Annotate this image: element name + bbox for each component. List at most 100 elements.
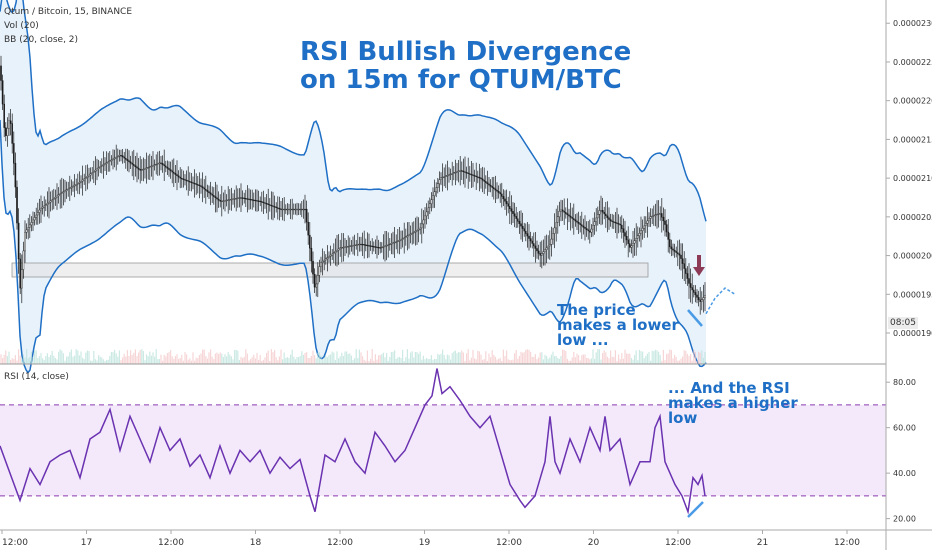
candle-body (195, 183, 198, 185)
candle-body (43, 205, 45, 208)
volume-bar (8, 351, 10, 364)
volume-bar (37, 358, 39, 364)
volume-bar (38, 356, 40, 364)
candle-body (27, 227, 30, 231)
volume-bar (256, 353, 258, 364)
candle-body (238, 197, 241, 199)
volume-bar (182, 360, 184, 364)
candle-body (464, 171, 466, 173)
down-arrow-icon (693, 255, 705, 276)
candle-body (121, 155, 124, 158)
volume-bar (114, 349, 116, 364)
candle-body (589, 230, 591, 233)
volume-bar (238, 359, 240, 364)
candle-body (4, 127, 7, 136)
volume-bar (686, 353, 688, 364)
volume-bar (98, 355, 100, 364)
candle-body (78, 182, 81, 184)
candle-body (680, 254, 682, 259)
volume-bar (536, 359, 538, 364)
volume-bar (570, 360, 572, 364)
volume-bar (50, 355, 52, 364)
candle-body (233, 198, 236, 200)
volume-bar (266, 352, 268, 364)
volume-bar (507, 359, 509, 364)
candle-body (110, 159, 113, 162)
volume-bar (491, 350, 493, 364)
candle-body (261, 201, 263, 203)
volume-bar (355, 349, 357, 364)
price-tick-label: 0.00002050 (893, 213, 932, 222)
candle-body (51, 199, 53, 202)
volume-bar (318, 352, 320, 364)
candle-body (376, 246, 378, 248)
candle-body (105, 162, 108, 164)
candle-body (179, 176, 182, 179)
candle-body (254, 199, 257, 202)
candle-body (243, 197, 246, 199)
candle-body (606, 215, 609, 218)
volume-bar (46, 353, 48, 364)
volume-bar (64, 360, 66, 364)
candle-body (473, 175, 476, 177)
candle-body (259, 200, 262, 203)
candle-body (480, 177, 482, 180)
candle-body (208, 191, 210, 194)
candle-body (155, 163, 158, 166)
volume-bar (606, 356, 608, 364)
volume-bar (538, 357, 540, 364)
candle-body (169, 169, 172, 172)
candle-body (697, 297, 700, 301)
volume-bar (442, 349, 444, 364)
candle-body (49, 200, 52, 203)
volume-bar (91, 360, 93, 364)
volume-bar (635, 350, 637, 364)
bollinger-band-fill (0, 0, 706, 373)
volume-bar (189, 358, 191, 364)
candle-body (124, 157, 127, 160)
volume-bar (194, 360, 196, 364)
volume-bar (525, 349, 527, 364)
candle-body (545, 247, 548, 250)
volume-bar (565, 351, 567, 364)
candle-body (478, 177, 481, 179)
volume-bar (2, 358, 4, 364)
volume-bar (523, 352, 525, 364)
volume-bar (171, 356, 173, 364)
volume-bar (698, 351, 700, 364)
price-tick-label: 0.00002000 (893, 252, 932, 261)
volume-bar (688, 355, 690, 364)
candle-body (617, 223, 620, 225)
candle-body (176, 174, 178, 177)
candle-body (406, 235, 409, 237)
time-tick-label: 18 (250, 538, 262, 548)
candle-body (163, 164, 166, 167)
volume-bar (616, 360, 618, 364)
volume-bar (293, 356, 295, 364)
candle-body (193, 182, 196, 185)
candle-body (277, 207, 279, 209)
candle-body (619, 223, 621, 226)
volume-bar (693, 349, 695, 364)
candle-body (67, 188, 69, 190)
volume-bar (651, 350, 653, 364)
price-tick-label: 0.00001900 (893, 329, 932, 338)
volume-bar (595, 352, 597, 364)
candle-body (361, 243, 364, 246)
candle-body (640, 230, 642, 234)
candle-body (184, 179, 186, 181)
candle-body (625, 236, 628, 241)
candle-body (609, 219, 612, 222)
candle-body (653, 215, 655, 217)
candle-body (281, 208, 284, 211)
candle-body (315, 283, 318, 288)
candle-body (172, 171, 175, 174)
volume-bar (21, 358, 23, 364)
candle-body (553, 227, 556, 234)
candle-body (240, 197, 242, 199)
volume-bar (603, 350, 605, 364)
volume-bar (422, 355, 424, 364)
candle-body (537, 250, 540, 254)
volume-bar (133, 352, 135, 364)
candle-body (225, 199, 228, 202)
